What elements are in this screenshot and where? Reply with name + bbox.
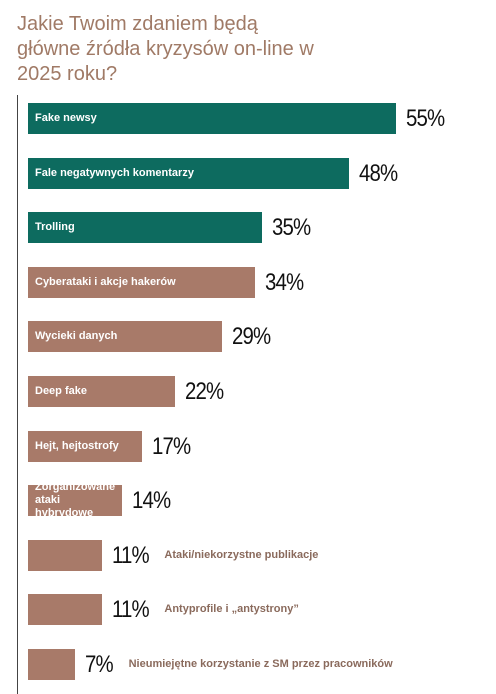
value-label: 48% xyxy=(359,159,398,187)
bar xyxy=(28,103,396,134)
bar xyxy=(28,212,263,244)
category-label: Cyberataki i akcje hakerów xyxy=(35,275,176,288)
bar xyxy=(28,430,142,462)
value-label: 11% xyxy=(111,541,150,569)
value-label: 14% xyxy=(131,487,171,515)
bar xyxy=(28,594,102,626)
category-label: Deep fake xyxy=(35,385,87,397)
value-label: 17% xyxy=(151,432,191,460)
category-label: Antyprofile i „antystrony” xyxy=(164,603,299,616)
bar xyxy=(28,649,75,680)
value-label: 22% xyxy=(185,378,224,405)
value-label: 11% xyxy=(111,596,150,624)
value-label: 7% xyxy=(84,651,114,678)
bar xyxy=(28,376,176,407)
bar xyxy=(28,539,102,571)
bar xyxy=(28,485,122,517)
value-label: 29% xyxy=(232,323,271,351)
bar xyxy=(28,321,223,353)
value-label: 34% xyxy=(265,268,304,296)
category-label: Trolling xyxy=(35,221,75,234)
value-label: 35% xyxy=(272,214,311,242)
category-label: Hejt, hejtostrofy xyxy=(35,439,119,452)
value-label: 55% xyxy=(406,105,445,132)
category-label: Nieumiejętne korzystanie z SM przez prac… xyxy=(128,658,393,670)
bar xyxy=(28,157,350,189)
axis-line xyxy=(17,95,18,694)
bar xyxy=(28,266,256,298)
category-label: Fake newsy xyxy=(35,112,97,124)
category-label: Zorganizowane ataki hybrydowe xyxy=(35,481,116,520)
category-label: Fale negatywnych komentarzy xyxy=(35,166,194,179)
chart-title: Jakie Twoim zdaniem będą główne źródła k… xyxy=(17,13,314,85)
category-label: Wycieki danych xyxy=(35,330,118,343)
category-label: Ataki/niekorzystne publikacje xyxy=(164,548,319,561)
